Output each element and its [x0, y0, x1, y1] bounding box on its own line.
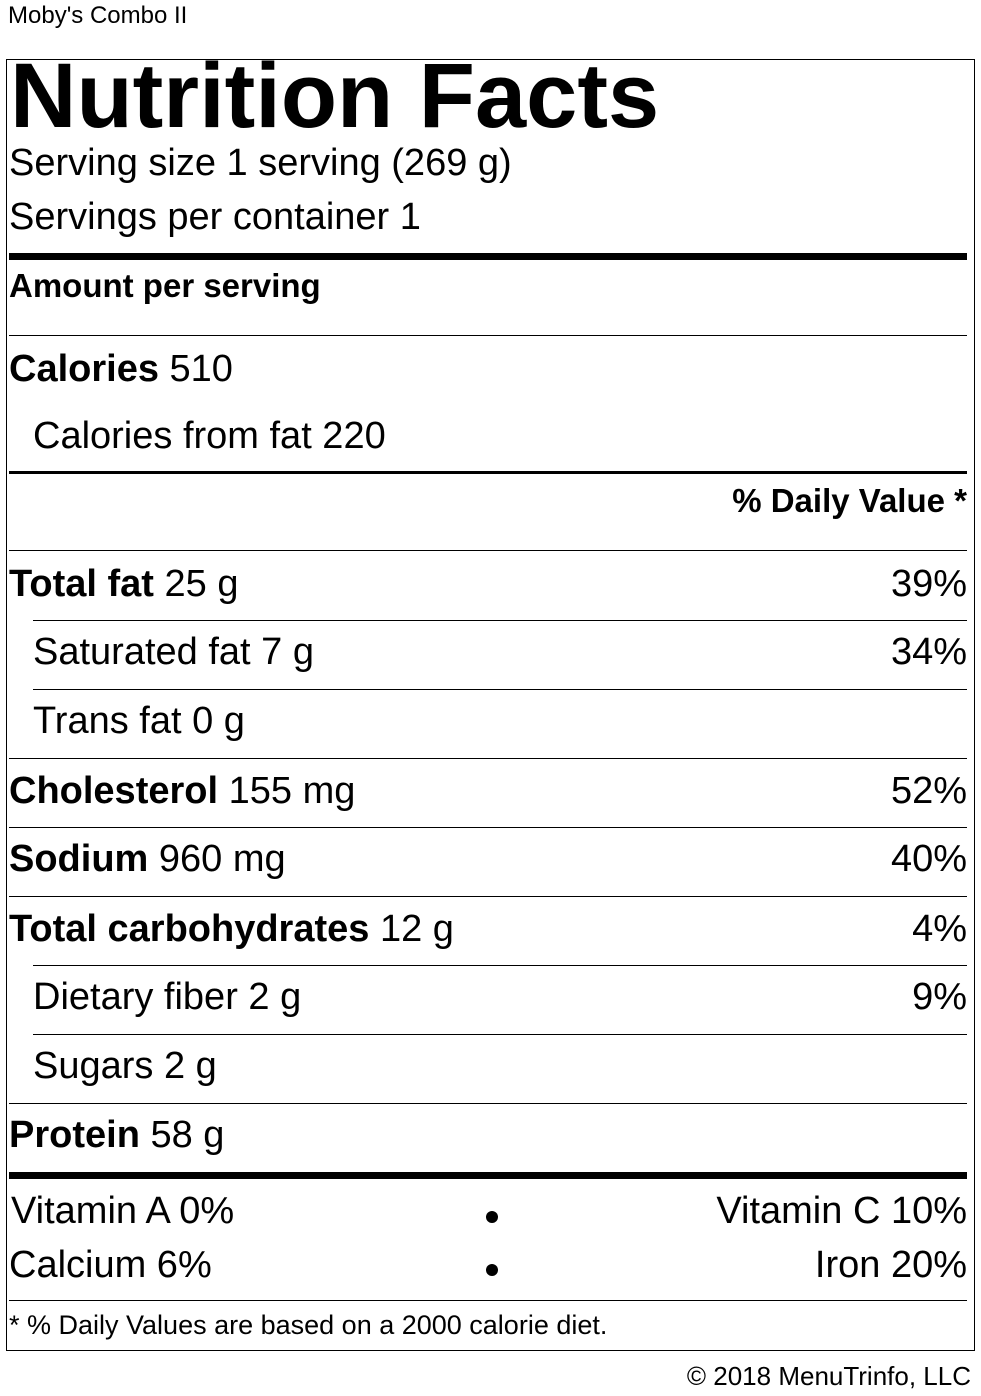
divider — [9, 550, 967, 551]
protein-amount: 58 g — [150, 1114, 225, 1156]
cholesterol-amount: 155 mg — [228, 770, 356, 812]
copyright: © 2018 MenuTrinfo, LLC — [686, 1361, 971, 1391]
saturated-fat-dv: 34% — [890, 631, 967, 673]
product-name: Moby's Combo II — [8, 2, 188, 29]
medium-divider — [9, 471, 967, 474]
total-fat-amount: 25 g — [164, 563, 239, 605]
cholesterol-dv: 52% — [890, 770, 967, 812]
total-carbs-label: Total carbohydrates — [9, 908, 370, 950]
divider — [9, 1300, 967, 1301]
dietary-fiber-label: Dietary fiber 2 g — [33, 976, 302, 1018]
total-fat-row: Total fat 25 g — [9, 563, 238, 605]
protein-label: Protein — [9, 1114, 140, 1156]
nutrition-label-panel — [6, 59, 975, 1351]
protein-row: Protein 58 g — [9, 1114, 224, 1156]
vitamin-a: Vitamin A 0% — [11, 1190, 235, 1232]
divider — [9, 896, 967, 897]
calories-from-fat: Calories from fat 220 — [33, 415, 386, 457]
label-title: Nutrition Facts — [10, 45, 660, 147]
sugars-label: Sugars 2 g — [33, 1045, 217, 1087]
footnote: * % Daily Values are based on a 2000 cal… — [9, 1310, 608, 1340]
divider — [9, 827, 967, 828]
trans-fat-label: Trans fat 0 g — [33, 700, 245, 742]
thick-divider-bottom — [9, 1172, 967, 1179]
divider — [9, 335, 967, 336]
serving-size: Serving size 1 serving (269 g) — [9, 142, 512, 184]
total-carbs-amount: 12 g — [379, 908, 454, 950]
saturated-fat-label: Saturated fat 7 g — [33, 631, 314, 673]
bullet-dot — [486, 1264, 498, 1276]
iron: Iron 20% — [814, 1244, 967, 1286]
sodium-label: Sodium — [9, 838, 149, 880]
dietary-fiber-dv: 9% — [912, 976, 967, 1018]
divider — [33, 1034, 967, 1035]
divider — [33, 620, 967, 621]
vitamin-c: Vitamin C 10% — [716, 1190, 967, 1232]
divider — [33, 965, 967, 966]
total-carbs-dv: 4% — [912, 908, 967, 950]
bullet-dot — [486, 1211, 498, 1223]
divider — [9, 758, 967, 759]
thick-divider-top — [9, 253, 967, 260]
calories-value: 510 — [169, 348, 233, 390]
cholesterol-row: Cholesterol 155 mg — [9, 770, 355, 812]
daily-value-header: % Daily Value * — [732, 482, 967, 519]
sodium-dv: 40% — [890, 838, 967, 880]
sodium-amount: 960 mg — [158, 838, 286, 880]
calories-row: Calories 510 — [9, 348, 233, 390]
amount-per-serving: Amount per serving — [9, 267, 321, 304]
total-fat-label: Total fat — [9, 563, 154, 605]
calories-label: Calories — [9, 348, 159, 390]
divider — [33, 689, 967, 690]
total-fat-dv: 39% — [890, 563, 967, 605]
sodium-row: Sodium 960 mg — [9, 838, 286, 880]
calcium: Calcium 6% — [9, 1244, 212, 1286]
cholesterol-label: Cholesterol — [9, 770, 219, 812]
divider — [9, 1103, 967, 1104]
servings-per-container: Servings per container 1 — [9, 196, 421, 238]
total-carbs-row: Total carbohydrates 12 g — [9, 908, 454, 950]
